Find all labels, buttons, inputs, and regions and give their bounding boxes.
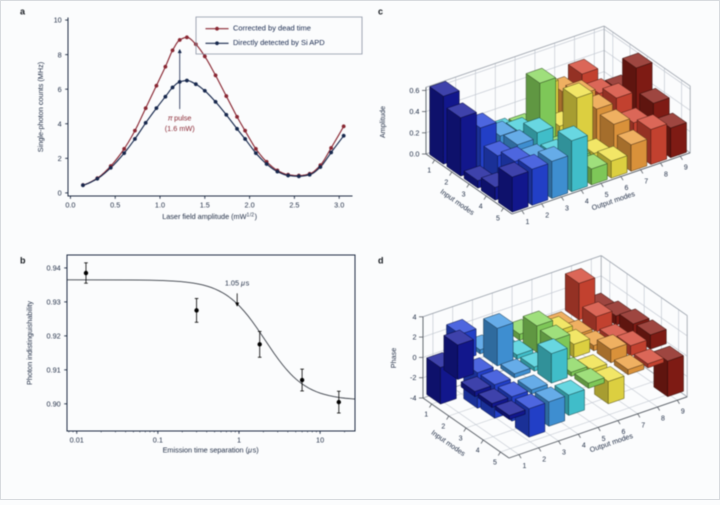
svg-text:4: 4 (58, 119, 62, 128)
svg-text:1: 1 (427, 168, 431, 175)
svg-text:b: b (20, 256, 26, 266)
svg-text:Single-photon counts (MHz): Single-photon counts (MHz) (36, 62, 45, 152)
svg-text:8: 8 (661, 416, 665, 423)
svg-text:4: 4 (476, 448, 480, 455)
svg-text:0: 0 (58, 189, 62, 198)
svg-text:0.91: 0.91 (46, 365, 60, 374)
svg-text:a: a (20, 7, 26, 17)
svg-text:(1.6 mW): (1.6 mW) (165, 124, 195, 133)
svg-text:8: 8 (58, 50, 62, 59)
svg-text:0.6: 0.6 (409, 86, 419, 95)
svg-text:0.2: 0.2 (409, 128, 419, 137)
svg-text:4: 4 (582, 443, 586, 450)
svg-text:3: 3 (462, 192, 466, 199)
svg-text:0.4: 0.4 (409, 107, 419, 116)
svg-text:7: 7 (644, 178, 648, 185)
svg-text:5: 5 (605, 192, 609, 199)
svg-text:2: 2 (545, 212, 549, 219)
svg-text:Photon indistinguishability: Photon indistinguishability (25, 301, 34, 385)
svg-text:E m i s: E m i s s i o n t i m e s e p a r a t i … (163, 440, 264, 457)
svg-text:π p u: π p u l s e (168, 107, 192, 124)
svg-text:1: 1 (237, 436, 241, 445)
svg-text:2.0: 2.0 (245, 201, 255, 210)
svg-text:0.0: 0.0 (409, 150, 419, 159)
svg-text:9: 9 (684, 165, 688, 172)
svg-text:6: 6 (621, 429, 625, 436)
svg-text:c: c (378, 7, 383, 17)
svg-text:2: 2 (542, 456, 546, 463)
svg-text:6: 6 (58, 85, 62, 94)
svg-text:0: 0 (412, 353, 416, 362)
svg-text:2.5: 2.5 (289, 201, 299, 210)
svg-text:Amplitude: Amplitude (378, 106, 387, 138)
svg-text:Input modes: Input modes (439, 187, 477, 217)
svg-text:Directly detected by Si APD: Directly detected by Si APD (233, 38, 325, 47)
svg-text:3: 3 (459, 436, 463, 443)
svg-text:5: 5 (496, 216, 500, 223)
svg-text:L a s e: L a s e r f i e l d a m p l i t u d e ( (162, 203, 261, 223)
svg-text:0.92: 0.92 (46, 332, 60, 341)
svg-text:4: 4 (479, 204, 483, 211)
svg-text:Input modes: Input modes (430, 428, 468, 458)
svg-text:1.5: 1.5 (200, 201, 210, 210)
svg-text:0.90: 0.90 (46, 399, 60, 408)
svg-text:2: 2 (412, 333, 416, 342)
svg-text:10: 10 (54, 16, 62, 25)
svg-text:5: 5 (493, 460, 497, 467)
svg-text:1: 1 (522, 463, 526, 470)
svg-text:2: 2 (58, 154, 62, 163)
svg-text:1.0: 1.0 (155, 201, 165, 210)
svg-text:2: 2 (441, 424, 445, 431)
svg-text:-4: -4 (410, 394, 417, 403)
svg-text:1: 1 (525, 219, 529, 226)
svg-text:4: 4 (585, 199, 589, 206)
svg-text:5: 5 (602, 436, 606, 443)
svg-text:Corrected by dead time: Corrected by dead time (233, 24, 311, 33)
svg-text:3: 3 (562, 450, 566, 457)
svg-text:0.93: 0.93 (46, 298, 60, 307)
svg-text:0.5: 0.5 (110, 201, 120, 210)
svg-text:-2: -2 (410, 373, 417, 382)
svg-text:8: 8 (664, 172, 668, 179)
svg-text:10: 10 (316, 436, 324, 445)
svg-text:1: 1 (424, 412, 428, 419)
svg-text:7: 7 (641, 422, 645, 429)
svg-text:0.01: 0.01 (70, 436, 84, 445)
svg-text:0.1: 0.1 (153, 436, 163, 445)
svg-text:0.0: 0.0 (65, 201, 75, 210)
svg-text:d: d (378, 256, 384, 266)
svg-text:Output modes: Output modes (590, 189, 636, 212)
svg-text:6: 6 (624, 185, 628, 192)
svg-text:3.0: 3.0 (334, 201, 344, 210)
svg-text:3: 3 (565, 206, 569, 213)
svg-text:0.94: 0.94 (46, 264, 60, 273)
svg-text:Output modes: Output modes (588, 431, 634, 454)
svg-text:9: 9 (681, 409, 685, 416)
svg-text:1 . 0 5: 1 . 0 5 s μ (225, 273, 254, 290)
svg-text:4: 4 (412, 312, 416, 321)
svg-text:2: 2 (444, 180, 448, 187)
svg-text:Phase: Phase (389, 348, 398, 368)
